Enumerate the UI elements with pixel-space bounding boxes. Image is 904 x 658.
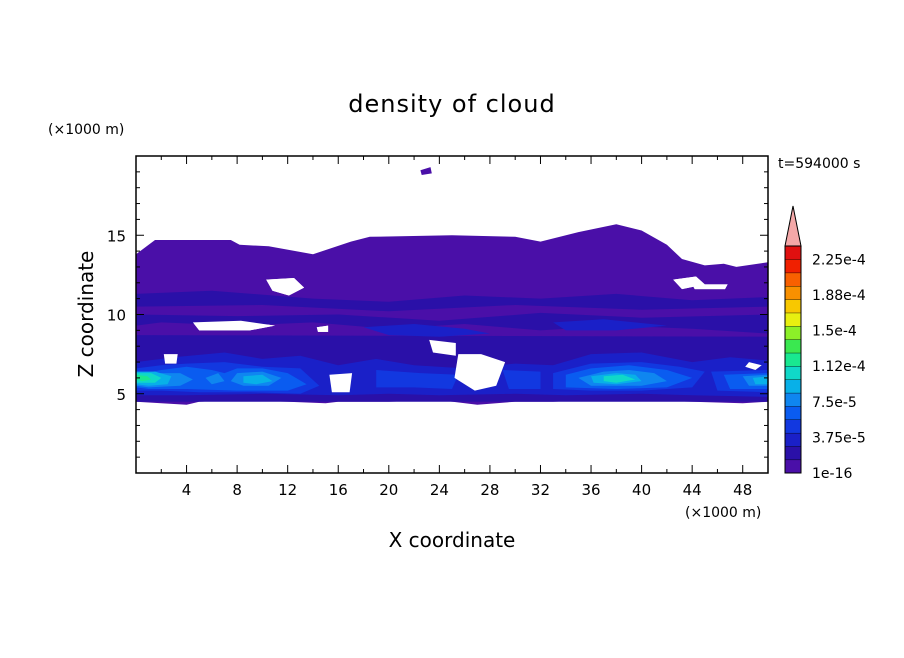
x-tick-label: 4 bbox=[182, 481, 192, 499]
density-level-1-region bbox=[136, 312, 768, 334]
colorbar-swatch bbox=[785, 272, 801, 287]
x-axis-label: X coordinate bbox=[389, 528, 516, 552]
density-level-3-region bbox=[376, 370, 459, 389]
colorbar-swatch bbox=[785, 326, 801, 340]
colorbar-swatch bbox=[785, 366, 801, 380]
clear-air-region bbox=[163, 354, 178, 364]
density-level-2-region bbox=[553, 319, 667, 331]
density-level-2-region bbox=[363, 324, 490, 337]
colorbar-swatch bbox=[785, 392, 801, 407]
y-axis-unit: (×1000 m) bbox=[48, 122, 124, 138]
colorbar-label: 2.25e-4 bbox=[812, 252, 866, 268]
colorbar-swatch bbox=[785, 246, 801, 260]
density-level-7-region bbox=[603, 374, 636, 383]
clear-air-region bbox=[454, 354, 506, 391]
colorbar-label: 7.5e-5 bbox=[812, 395, 857, 411]
colorbar-swatch bbox=[785, 312, 801, 327]
x-axis-ticks: 4 8 12 16 20 24 28 32 36 40 44 48 bbox=[160, 156, 752, 499]
x-tick-label: 16 bbox=[329, 481, 348, 499]
colorbar-swatch bbox=[785, 432, 801, 447]
density-level-8-region bbox=[136, 374, 152, 382]
clear-air-region bbox=[745, 362, 762, 370]
clear-air-region bbox=[266, 278, 305, 296]
y-axis-label: Z coordinate bbox=[74, 251, 98, 378]
clear-air-region bbox=[692, 284, 728, 290]
colorbar-label: 3.75e-5 bbox=[812, 430, 866, 446]
colorbar-swatch bbox=[785, 259, 801, 273]
colorbar-swatch bbox=[785, 352, 801, 367]
x-tick-label: 32 bbox=[531, 481, 550, 499]
x-tick-label: 24 bbox=[430, 481, 449, 499]
clear-air-region bbox=[192, 320, 275, 331]
density-level-5-region bbox=[205, 373, 225, 385]
y-tick-label: 15 bbox=[107, 227, 126, 245]
colorbar-label: 1e-16 bbox=[812, 466, 852, 482]
x-tick-label: 12 bbox=[278, 481, 297, 499]
colorbar-swatch bbox=[785, 379, 801, 393]
colorbar-swatch bbox=[785, 406, 801, 420]
density-level-1-region bbox=[136, 290, 768, 312]
y-axis-ticks: 5 10 15 bbox=[107, 171, 768, 458]
density-level-3-region bbox=[502, 370, 541, 389]
colorbar-swatch bbox=[785, 339, 801, 353]
x-tick-label: 44 bbox=[683, 481, 702, 499]
x-tick-label: 8 bbox=[232, 481, 242, 499]
colorbar-label: 1.12e-4 bbox=[812, 359, 866, 375]
density-level-6-region bbox=[243, 374, 273, 385]
x-tick-label: 20 bbox=[379, 481, 398, 499]
chart-title: density of cloud bbox=[348, 90, 555, 118]
colorbar: 1e-16 3.75e-5 7.5e-5 1.12e-4 1.5e-4 1.88e-4 2.… bbox=[784, 205, 866, 482]
cloud-speck bbox=[420, 167, 432, 175]
colorbar-swatch bbox=[785, 299, 801, 313]
x-tick-label: 48 bbox=[733, 481, 752, 499]
colorbar-label: 1.88e-4 bbox=[812, 288, 866, 304]
colorbar-label: 1.5e-4 bbox=[812, 324, 857, 340]
x-axis-unit: (×1000 m) bbox=[685, 505, 761, 521]
clear-air-region bbox=[316, 325, 329, 332]
time-label: t=594000 s bbox=[778, 156, 860, 172]
cloud-density-field bbox=[136, 167, 768, 405]
y-tick-label: 10 bbox=[107, 307, 126, 325]
colorbar-swatch bbox=[785, 459, 801, 473]
colorbar-swatch bbox=[785, 286, 801, 300]
x-tick-label: 36 bbox=[581, 481, 600, 499]
colorbar-swatch bbox=[785, 446, 801, 460]
colorbar-swatch bbox=[785, 419, 801, 433]
x-tick-label: 40 bbox=[632, 481, 651, 499]
x-tick-label: 28 bbox=[480, 481, 499, 499]
colorbar-overflow-arrow bbox=[784, 205, 802, 247]
clear-air-region bbox=[429, 339, 456, 356]
y-tick-label: 5 bbox=[116, 386, 126, 404]
clear-air-region bbox=[329, 373, 353, 393]
